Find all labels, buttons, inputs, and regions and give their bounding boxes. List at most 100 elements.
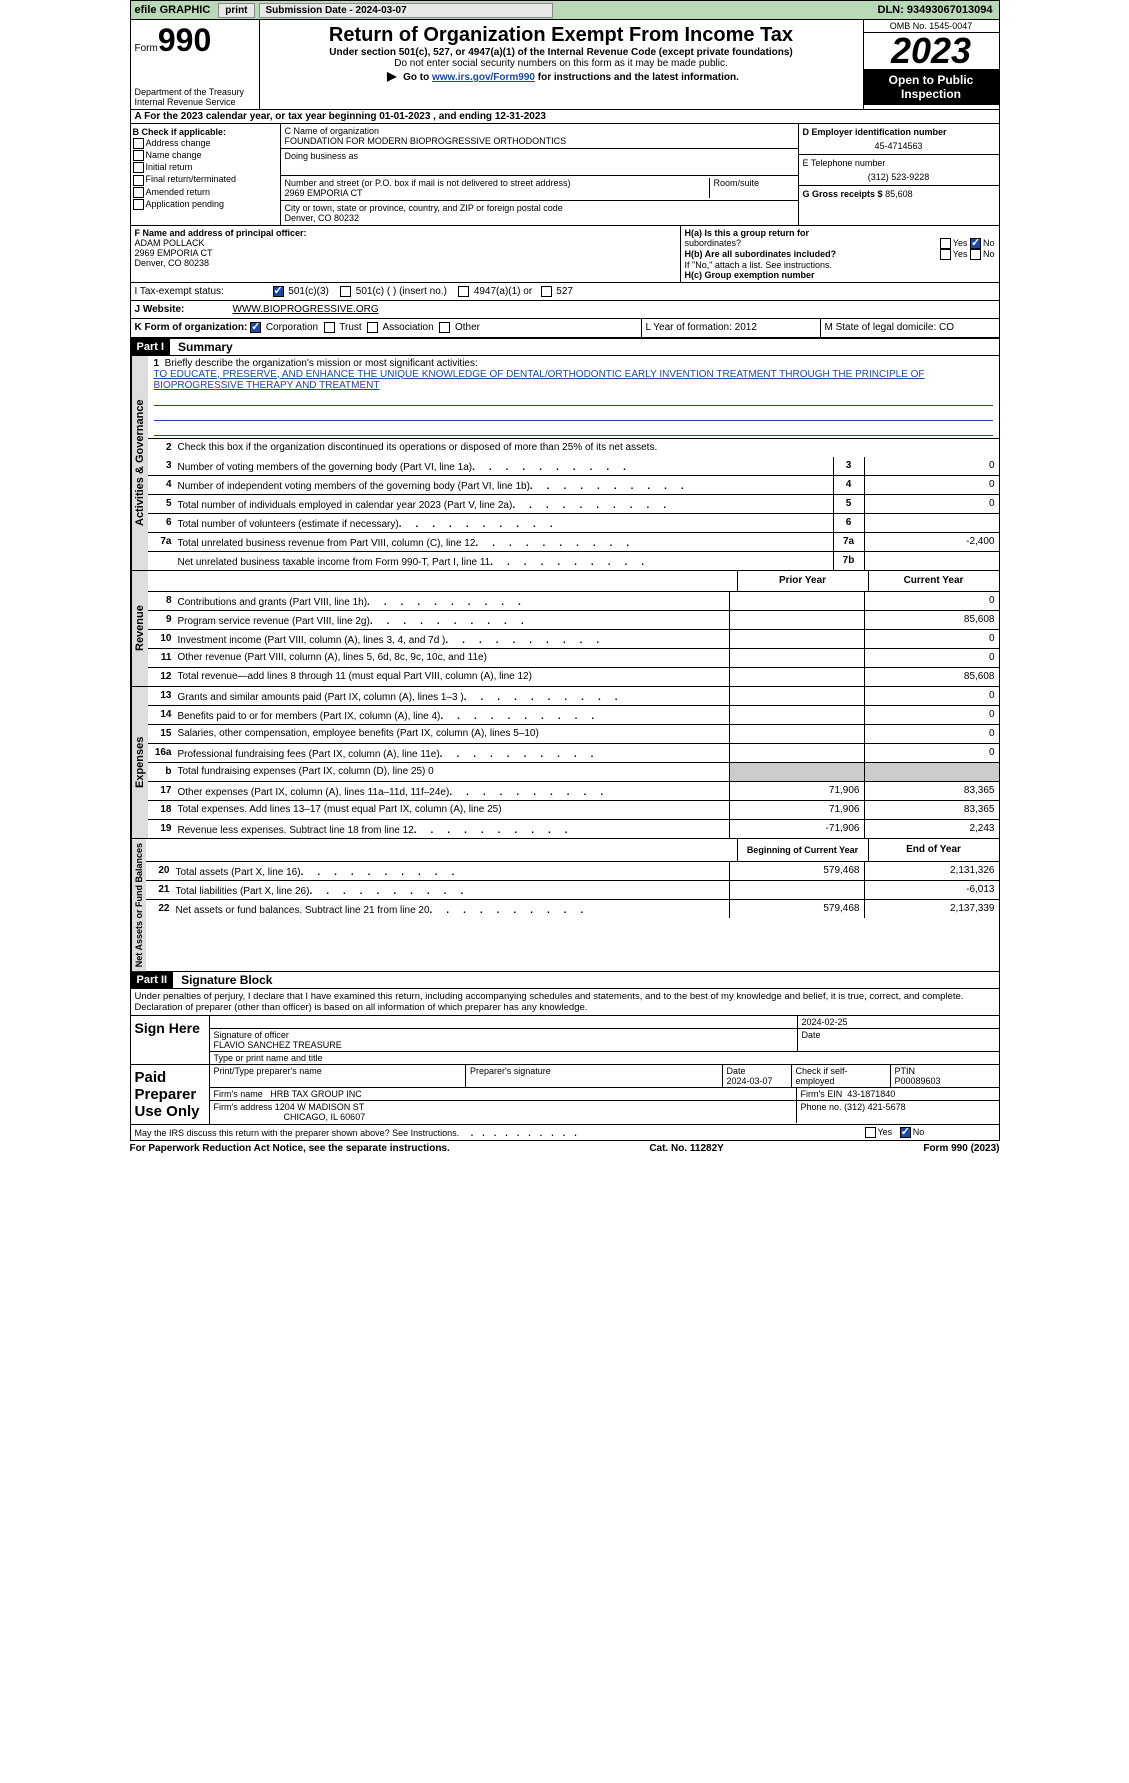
dept-treasury: Department of the Treasury	[135, 87, 255, 97]
ptin-value: P00089603	[895, 1076, 941, 1086]
l5-desc: Total number of individuals employed in …	[178, 495, 833, 512]
l7a-desc: Total unrelated business revenue from Pa…	[178, 533, 833, 550]
efile-label: efile GRAPHIC	[131, 4, 215, 16]
print-button[interactable]: print	[218, 3, 254, 18]
g-gross-label: G Gross receipts $	[803, 189, 883, 199]
l15-desc: Salaries, other compensation, employee b…	[178, 727, 729, 740]
chk-discuss-yes[interactable]	[865, 1127, 876, 1138]
ssn-warning: Do not enter social security numbers on …	[264, 58, 859, 69]
officer-addr2: Denver, CO 80238	[135, 258, 676, 268]
col-b-checkboxes: B Check if applicable: Address change Na…	[131, 124, 281, 225]
l12-cur: 85,608	[864, 668, 999, 686]
chk-ha-no[interactable]	[970, 238, 981, 249]
l7b-val	[864, 552, 999, 570]
l10-cur: 0	[864, 630, 999, 648]
prior-year-hdr: Prior Year	[737, 571, 868, 591]
perjury-text: Under penalties of perjury, I declare th…	[131, 989, 999, 1015]
page-footer: For Paperwork Reduction Act Notice, see …	[130, 1141, 1000, 1156]
vtab-governance: Activities & Governance	[131, 356, 148, 570]
discuss-question: May the IRS discuss this return with the…	[135, 1128, 460, 1138]
chk-discuss-no[interactable]	[900, 1127, 911, 1138]
l8-cur: 0	[864, 592, 999, 610]
sign-here-label: Sign Here	[131, 1016, 210, 1064]
chk-501c[interactable]	[340, 286, 351, 297]
l16a-cur: 0	[864, 744, 999, 762]
section-revenue: Revenue Prior Year Current Year 8Contrib…	[130, 571, 1000, 687]
street-label: Number and street (or P.O. box if mail i…	[285, 178, 705, 188]
c-name-label: C Name of organization	[285, 126, 794, 136]
l3-val: 0	[864, 457, 999, 475]
firm-phone: (312) 421-5678	[844, 1102, 906, 1112]
d-ein-label: D Employer identification number	[803, 127, 995, 137]
l10-desc: Investment income (Part VIII, column (A)…	[178, 630, 729, 647]
l7b-desc: Net unrelated business taxable income fr…	[178, 552, 833, 569]
l22-desc: Net assets or fund balances. Subtract li…	[176, 900, 729, 917]
part1-header: Part I	[131, 339, 171, 355]
l18-cur: 83,365	[864, 801, 999, 819]
hc-label: H(c) Group exemption number	[685, 270, 995, 280]
form-subtitle: Under section 501(c), 527, or 4947(a)(1)…	[264, 47, 859, 58]
l9-desc: Program service revenue (Part VIII, line…	[178, 611, 729, 628]
vtab-expenses: Expenses	[131, 687, 148, 838]
officer-addr1: 2969 EMPORIA CT	[135, 248, 676, 258]
city-label: City or town, state or province, country…	[285, 203, 794, 213]
officer-name: ADAM POLLACK	[135, 238, 676, 248]
chk-address[interactable]	[133, 138, 144, 149]
l1-desc: Briefly describe the organization's miss…	[165, 358, 478, 369]
prep-name-label: Print/Type preparer's name	[210, 1065, 467, 1087]
mission-text: TO EDUCATE, PRESERVE, AND ENHANCE THE UN…	[154, 369, 993, 391]
chk-4947[interactable]	[458, 286, 469, 297]
open-inspection: Open to Public Inspection	[864, 69, 999, 105]
l15-cur: 0	[864, 725, 999, 743]
arrow-icon: ▶	[387, 69, 396, 83]
chk-name[interactable]	[133, 150, 144, 161]
chk-initial[interactable]	[133, 162, 144, 173]
chk-other[interactable]	[439, 322, 450, 333]
ha-sub: subordinates?	[685, 238, 742, 249]
l19-cur: 2,243	[864, 820, 999, 838]
form-label-small: Form	[135, 43, 158, 54]
chk-ha-yes[interactable]	[940, 238, 951, 249]
chk-application[interactable]	[133, 199, 144, 210]
pra-notice: For Paperwork Reduction Act Notice, see …	[130, 1143, 450, 1154]
l11-desc: Other revenue (Part VIII, column (A), li…	[178, 651, 729, 664]
l6-desc: Total number of volunteers (estimate if …	[178, 514, 833, 531]
l17-cur: 83,365	[864, 782, 999, 800]
part2-title: Signature Block	[173, 973, 272, 987]
form-header: Form990 Department of the Treasury Inter…	[130, 20, 1000, 109]
paid-prep-label: Paid Preparer Use Only	[131, 1065, 210, 1124]
chk-hb-yes[interactable]	[940, 249, 951, 260]
chk-trust[interactable]	[324, 322, 335, 333]
tax-year: 2023	[864, 33, 999, 69]
i-label: I Tax-exempt status:	[131, 283, 269, 300]
l13-cur: 0	[864, 687, 999, 705]
l21-desc: Total liabilities (Part X, line 26)	[176, 881, 729, 898]
website-link[interactable]: WWW.BIOPROGRESSIVE.ORG	[233, 304, 379, 315]
ha-label: H(a) Is this a group return for	[685, 228, 810, 238]
chk-527[interactable]	[541, 286, 552, 297]
city-value: Denver, CO 80232	[285, 213, 794, 223]
l22-cur: 2,137,339	[864, 900, 999, 918]
l19-prior: -71,906	[729, 820, 864, 838]
irs-link[interactable]: www.irs.gov/Form990	[432, 72, 535, 83]
l20-cur: 2,131,326	[864, 862, 999, 880]
e-phone-label: E Telephone number	[803, 158, 995, 168]
l3-desc: Number of voting members of the governin…	[178, 457, 833, 474]
chk-hb-no[interactable]	[970, 249, 981, 260]
chk-assoc[interactable]	[367, 322, 378, 333]
date-label: Date	[798, 1029, 999, 1051]
chk-501c3[interactable]	[273, 286, 284, 297]
chk-final[interactable]	[133, 175, 144, 186]
l5-val: 0	[864, 495, 999, 513]
chk-amended[interactable]	[133, 187, 144, 198]
l19-desc: Revenue less expenses. Subtract line 18 …	[178, 820, 729, 837]
l12-desc: Total revenue—add lines 8 through 11 (mu…	[178, 670, 729, 683]
chk-corp[interactable]	[250, 322, 261, 333]
sign-date: 2024-02-25	[798, 1016, 999, 1028]
b-title: B Check if applicable:	[133, 127, 278, 137]
irs-label: Internal Revenue Service	[135, 97, 255, 107]
k-label: K Form of organization:	[135, 323, 248, 334]
l20-prior: 579,468	[729, 862, 864, 880]
l9-cur: 85,608	[864, 611, 999, 629]
room-suite-label: Room/suite	[710, 178, 794, 198]
